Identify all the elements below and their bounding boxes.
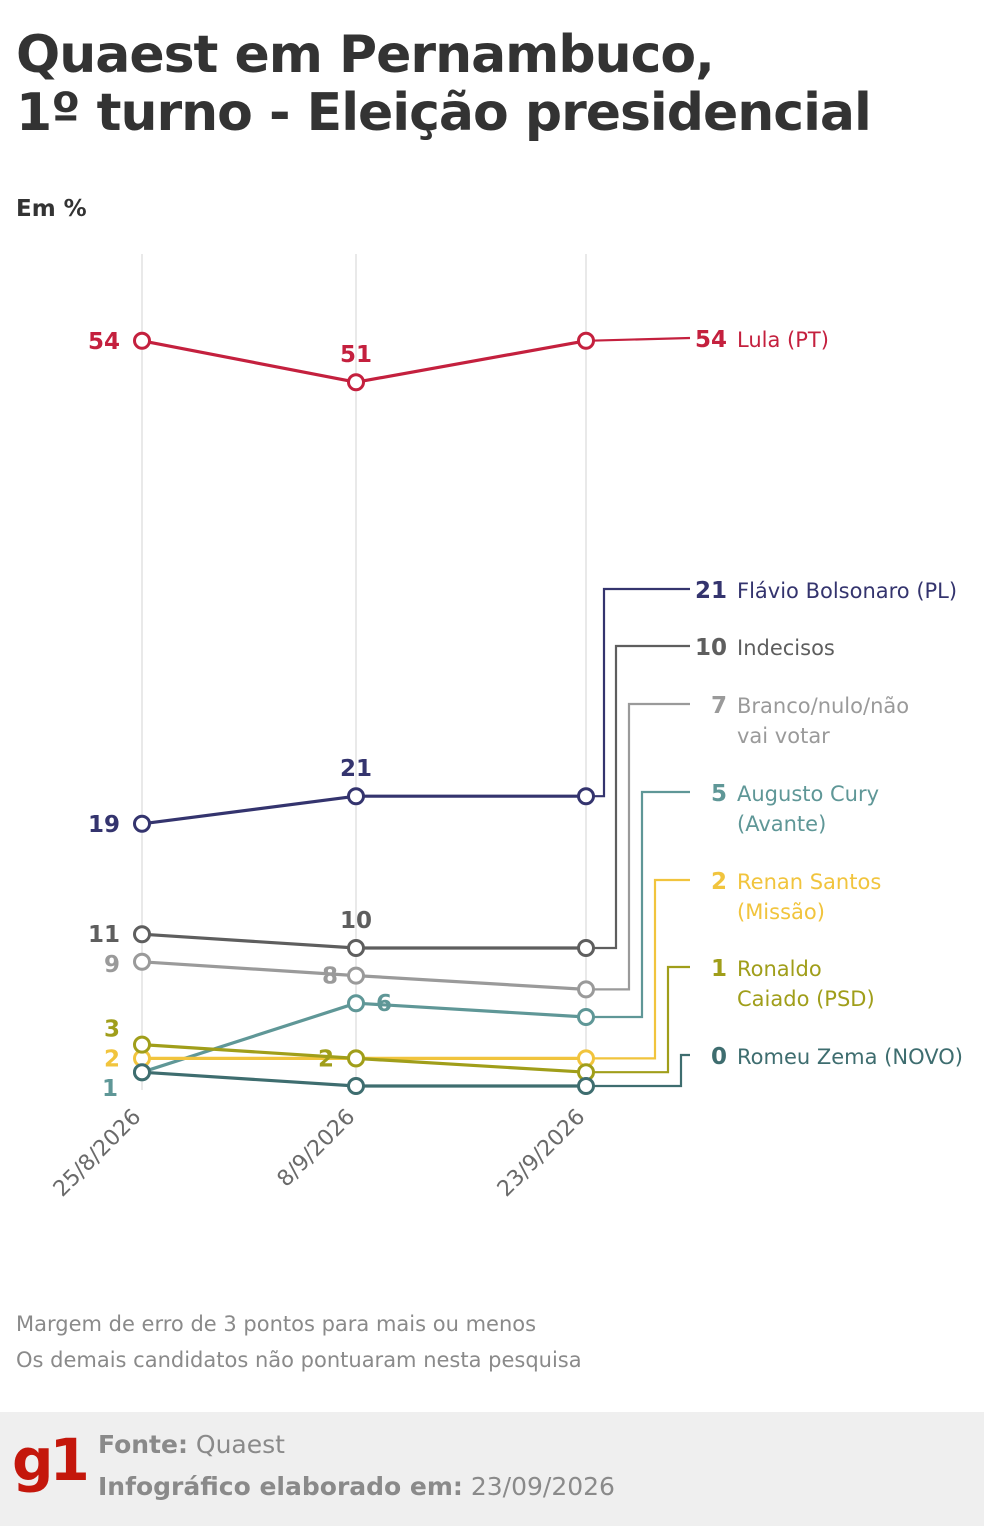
title-line-2: 1º turno - Eleição presidencial (16, 83, 872, 143)
footer: g1 Fonte: Quaest Infográfico elaborado e… (0, 1412, 984, 1526)
legend-value: 21 (695, 578, 727, 604)
data-point (347, 373, 365, 392)
unit-label: Em % (16, 196, 87, 222)
chart-title: Quaest em Pernambuco, 1º turno - Eleição… (16, 25, 872, 143)
data-point (133, 925, 151, 944)
data-point (133, 952, 151, 971)
legend-value: 10 (695, 635, 727, 661)
data-point (577, 1008, 595, 1026)
legend-connector (585, 336, 691, 342)
legend-value: 0 (711, 1044, 727, 1070)
data-label: 3 (104, 1017, 120, 1043)
data-point (347, 994, 365, 1013)
data-label: 54 (88, 329, 120, 355)
legend-connector (586, 790, 690, 1019)
legend-value: 2 (711, 869, 727, 895)
data-label: 51 (340, 342, 372, 368)
data-point (577, 331, 595, 350)
legend-name: (Missão) (737, 900, 825, 924)
g1-logo: g1 (12, 1426, 90, 1494)
legend-connector (586, 702, 690, 991)
data-label: 11 (88, 922, 120, 948)
data-point (133, 1063, 151, 1082)
data-label: 1 (102, 1076, 118, 1102)
data-point (577, 939, 595, 957)
data-point (347, 966, 365, 985)
data-point (577, 1077, 595, 1095)
legend-connector (586, 1053, 690, 1088)
data-point (133, 1035, 151, 1054)
note-margin: Margem de erro de 3 pontos para mais ou … (16, 1312, 537, 1336)
chart-notes: Margem de erro de 3 pontos para mais ou … (16, 1306, 582, 1378)
x-tick-label: 25/8/2026 (49, 1105, 146, 1202)
data-label: 10 (340, 908, 372, 934)
legend-name: Renan Santos (737, 870, 881, 894)
made-line: Infográfico elaborado em: 23/09/2026 (98, 1472, 615, 1501)
data-point (133, 814, 151, 833)
note-others: Os demais candidatos não pontuaram nesta… (16, 1348, 582, 1372)
x-tick-label: 23/9/2026 (493, 1105, 590, 1202)
data-label: 21 (340, 756, 372, 782)
data-label: 9 (104, 952, 120, 978)
data-point (347, 1049, 365, 1068)
data-point (133, 331, 151, 350)
legend-value: 1 (711, 956, 727, 982)
legend-name: Lula (PT) (737, 328, 829, 352)
legend-name: Romeu Zema (NOVO) (737, 1045, 963, 1069)
legend-name: Branco/nulo/não (737, 694, 909, 718)
legend-value: 7 (711, 693, 727, 719)
data-label: 2 (318, 1046, 334, 1072)
legend-connector (586, 965, 690, 1074)
made-value: 23/09/2026 (470, 1472, 615, 1501)
data-point (577, 980, 595, 999)
data-point (347, 787, 365, 806)
data-label: 6 (376, 991, 392, 1017)
data-point (577, 787, 595, 806)
legend-name: Indecisos (737, 636, 835, 660)
legend-connector (586, 878, 690, 1060)
data-point (347, 939, 365, 957)
legend-connector (586, 587, 690, 798)
made-label: Infográfico elaborado em: (98, 1472, 463, 1501)
x-tick-label: 8/9/2026 (273, 1105, 361, 1193)
legend-name: Flávio Bolsonaro (PL) (737, 579, 957, 603)
data-label: 8 (322, 964, 338, 990)
legend-name: vai votar (737, 724, 830, 748)
source-label: Fonte: (98, 1430, 188, 1459)
legend-name: Ronaldo (737, 957, 822, 981)
title-line-1: Quaest em Pernambuco, (16, 25, 715, 85)
legend-value: 54 (695, 327, 727, 353)
data-label: 2 (104, 1046, 120, 1072)
legend-connector (586, 644, 690, 950)
data-label: 19 (88, 812, 120, 838)
data-point (347, 1077, 365, 1095)
source-line: Fonte: Quaest (98, 1430, 285, 1459)
legend-name: (Avante) (737, 812, 826, 836)
legend-name: Caiado (PSD) (737, 987, 875, 1011)
series-line (141, 794, 586, 826)
source-value: Quaest (195, 1430, 285, 1459)
legend-name: Augusto Cury (737, 782, 879, 806)
legend-value: 5 (711, 781, 727, 807)
